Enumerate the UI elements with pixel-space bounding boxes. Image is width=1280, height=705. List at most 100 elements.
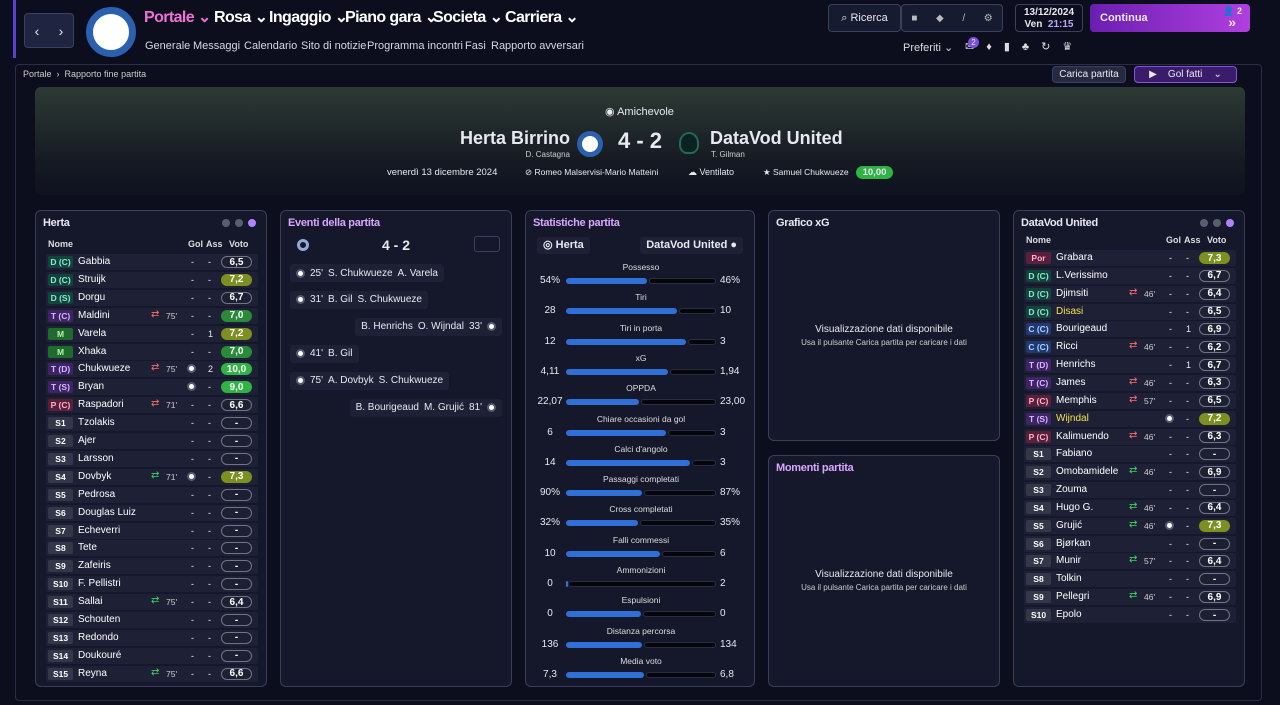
- player-row[interactable]: S1 Fabiano - - -: [1024, 446, 1236, 463]
- player-row[interactable]: P (C) Kalimuendo ⇄ 46' - -6,3: [1024, 428, 1236, 445]
- menu-item[interactable]: Piano gara ⌄: [345, 9, 438, 26]
- submenu-item[interactable]: Programma incontri: [367, 40, 463, 52]
- player-row[interactable]: S6 Bjørkan - - -: [1024, 535, 1236, 552]
- goals-dropdown[interactable]: ▶ Gol fatti ⌄: [1134, 66, 1237, 83]
- player-row[interactable]: S7 Munir ⇄ 57' - -6,4: [1024, 553, 1236, 570]
- panel-dots: [1195, 219, 1234, 230]
- sub-icon: ⇄: [1129, 286, 1138, 298]
- continue-button[interactable]: Continua 👤 2»: [1090, 4, 1250, 32]
- player-row[interactable]: S11 Sallai ⇄ 75' - -6,4: [46, 594, 258, 611]
- position-badge: T (S): [1026, 412, 1051, 425]
- stat-away: 23,00: [720, 396, 746, 408]
- player-row[interactable]: D (C) Disasi - -6,5: [1024, 303, 1236, 320]
- player-row[interactable]: S8 Tete - - -: [46, 540, 258, 557]
- player-row[interactable]: T (S) Bryan -9,0: [46, 379, 258, 396]
- player-row[interactable]: S13 Redondo - - -: [46, 629, 258, 646]
- tool-buttons[interactable]: ■ ◆ / ⚙: [901, 4, 1003, 32]
- assists: -: [208, 274, 211, 285]
- column-header: Voto: [1207, 235, 1227, 245]
- position-badge: S9: [1026, 591, 1051, 604]
- load-match-button[interactable]: Carica partita: [1052, 66, 1126, 83]
- submenu-item[interactable]: Sito di notizie: [301, 40, 367, 52]
- menu-item[interactable]: Carriera ⌄: [505, 9, 579, 26]
- menu-item[interactable]: Rosa ⌄: [214, 9, 268, 26]
- player-row[interactable]: S4 Dovbyk ⇄ 71' -7,3: [46, 468, 258, 485]
- rating: 6,9: [1199, 591, 1230, 604]
- player-row[interactable]: C (C) Ricci ⇄ 46' - -6,2: [1024, 339, 1236, 356]
- player-row[interactable]: C (C) Bourigeaud - 1 6,9: [1024, 321, 1236, 338]
- player-row[interactable]: D (C) L.Verissimo - -6,7: [1024, 267, 1236, 284]
- player-row[interactable]: S1 Tzolakis - - -: [46, 415, 258, 432]
- menu-item[interactable]: Portale ⌄: [144, 9, 211, 26]
- quick-icons[interactable]: ✉♦▮♣↻♛: [965, 41, 1085, 53]
- sub-icon: ⇄: [151, 469, 160, 481]
- player-row[interactable]: T (C) James ⇄ 46' - -6,3: [1024, 374, 1236, 391]
- position-badge: S14: [48, 649, 73, 662]
- player-row[interactable]: T (C) Maldini ⇄ 75' - -7,0: [46, 307, 258, 324]
- motm-rating: 10,00: [856, 166, 893, 179]
- submenu-item[interactable]: Generale: [145, 40, 191, 52]
- search-button[interactable]: ⌕ Ricerca: [828, 4, 901, 32]
- stat-away: 3: [720, 456, 726, 468]
- player-row[interactable]: S10 Epolo - - -: [1024, 607, 1236, 623]
- away-team: DataVod United: [710, 128, 843, 148]
- assists: -: [208, 471, 211, 482]
- player-row[interactable]: S12 Schouten - - -: [46, 612, 258, 628]
- player-row[interactable]: P (C) Raspadori ⇄ 71' - -6,6: [46, 397, 258, 414]
- player-row[interactable]: S2 Ajer - - -: [46, 433, 258, 449]
- goal-icon: [487, 322, 496, 332]
- submenu-item[interactable]: Fasi: [465, 40, 486, 52]
- player-row[interactable]: S14 Doukouré - - -: [46, 647, 258, 664]
- player-row[interactable]: D (C) Djimsiti ⇄ 46' - -6,4: [1024, 285, 1236, 302]
- player-row[interactable]: M Varela - 1 7,2: [46, 325, 258, 342]
- favorites[interactable]: Preferiti ⌄: [903, 42, 954, 54]
- assists: 2: [208, 364, 214, 375]
- referees-text: Romeo Malservisi-Mario Matteini: [534, 167, 659, 177]
- stat-bar-away: [688, 338, 716, 345]
- player-row[interactable]: S2 Omobamidele ⇄ 46' - -6,9: [1024, 464, 1236, 481]
- player-row[interactable]: D (C) Struijk - -7,2: [46, 271, 258, 288]
- assists: -: [208, 668, 211, 679]
- rating: -: [221, 524, 252, 537]
- player-row[interactable]: S3 Zouma - - -: [1024, 482, 1236, 499]
- goals: -: [1169, 610, 1172, 620]
- player-row[interactable]: S5 Pedrosa - - -: [46, 486, 258, 503]
- menu-item[interactable]: Societa ⌄: [433, 9, 503, 26]
- competition: ◉ Amichevole: [605, 106, 674, 118]
- player-row[interactable]: S10 F. Pellistri - - -: [46, 576, 258, 593]
- player-name: Doukouré: [78, 649, 122, 661]
- assists: -: [1186, 592, 1189, 603]
- player-name: Wijndal: [1056, 412, 1089, 424]
- stat-bar-away: [643, 641, 716, 648]
- player-row[interactable]: S7 Echeverri - - -: [46, 522, 258, 539]
- submenu-item[interactable]: Calendario: [244, 40, 298, 52]
- player-row[interactable]: T (S) Wijndal -7,2: [1024, 410, 1236, 427]
- player-row[interactable]: S6 Douglas Luiz - - -: [46, 504, 258, 521]
- player-row[interactable]: M Xhaka - -7,0: [46, 343, 258, 360]
- player-row[interactable]: S3 Larsson - - -: [46, 450, 258, 467]
- player-row[interactable]: S8 Tolkin - - -: [1024, 571, 1236, 588]
- player-row[interactable]: T (D) Chukwueze ⇄ 75' 2 10,0: [46, 361, 258, 378]
- player-row[interactable]: T (D) Henrichs - 1 6,7: [1024, 357, 1236, 374]
- player-row[interactable]: D (C) Gabbia - -6,5: [46, 254, 258, 270]
- player-row[interactable]: S4 Hugo G. ⇄ 46' - -6,4: [1024, 499, 1236, 516]
- history-nav[interactable]: ‹ ›: [24, 13, 74, 48]
- player-row[interactable]: S9 Pellegri ⇄ 46' - -6,9: [1024, 589, 1236, 606]
- back-button[interactable]: ‹: [34, 22, 40, 39]
- event-scorer: B. Gil: [328, 294, 353, 306]
- goals: -: [191, 274, 194, 285]
- player-row[interactable]: Por Grabara - -7,3: [1024, 250, 1236, 266]
- menu-item[interactable]: Ingaggio ⌄: [269, 9, 348, 26]
- submenu-item[interactable]: Messaggi: [193, 40, 241, 52]
- player-row[interactable]: D (S) Dorgu - -6,7: [46, 289, 258, 306]
- submenu-item[interactable]: Rapporto avversari: [491, 40, 584, 52]
- player-row[interactable]: P (C) Memphis ⇄ 57' - -6,5: [1024, 392, 1236, 409]
- club-logo[interactable]: [86, 7, 136, 57]
- forward-button[interactable]: ›: [58, 22, 64, 39]
- sub-icon: ⇄: [1129, 375, 1138, 387]
- breadcrumb-item[interactable]: Portale: [23, 69, 52, 79]
- player-row[interactable]: S9 Zafeiris - - -: [46, 558, 258, 575]
- player-row[interactable]: S5 Grujić ⇄ 46' -7,3: [1024, 517, 1236, 534]
- player-row[interactable]: S15 Reyna ⇄ 75' - -6,6: [46, 665, 258, 682]
